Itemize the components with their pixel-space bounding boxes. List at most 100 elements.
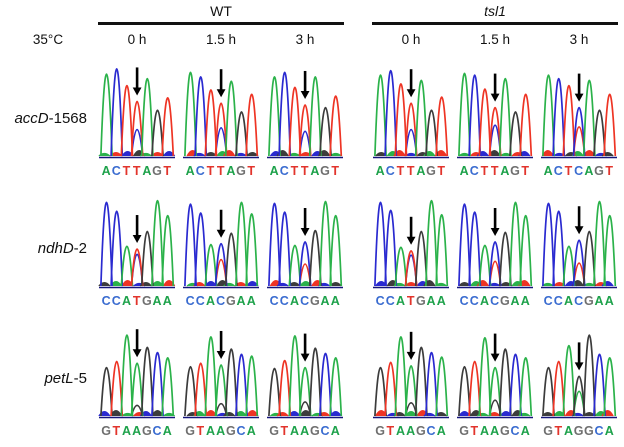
timepoint-label: 3 h <box>569 32 589 47</box>
base-letter: C <box>553 164 563 178</box>
base-letter: T <box>163 164 172 178</box>
base-letter: A <box>490 424 500 438</box>
editing-site-arrow-icon <box>216 209 226 238</box>
base-letter: A <box>162 424 172 438</box>
base-letter: A <box>510 294 520 308</box>
base-letter: T <box>490 164 499 178</box>
base-letter: T <box>216 164 225 178</box>
chromatogram-rows: accD -1568 A C T T A G T A C T T A G T A C T T A G T A C T T A G T A C T… <box>4 57 620 439</box>
base-letter: G <box>415 424 426 438</box>
editing-site-arrow-icon <box>574 73 584 102</box>
base-letter: A <box>375 164 385 178</box>
site-number: -5 <box>73 369 87 387</box>
base-letter: G <box>543 424 553 438</box>
base-letter: C <box>101 294 111 308</box>
base-letter: A <box>226 164 236 178</box>
chromatogram-trace <box>267 333 343 419</box>
base-letter: T <box>331 164 340 178</box>
temperature-label: 35°C <box>32 32 64 47</box>
group-underline <box>98 22 344 25</box>
base-letter: A <box>330 424 340 438</box>
group-header-tsl1: tsl1 <box>372 2 618 25</box>
base-letter: A <box>395 294 405 308</box>
base-letter: A <box>436 424 446 438</box>
base-letter: A <box>300 424 310 438</box>
base-letter: C <box>490 294 500 308</box>
base-letter: C <box>320 424 330 438</box>
base-letter: G <box>309 424 320 438</box>
base-letter: A <box>185 164 195 178</box>
editing-site-arrow-icon <box>490 73 500 102</box>
editing-site-arrow-icon <box>300 70 310 99</box>
gene-name: petL <box>44 369 74 387</box>
chromatogram-trace <box>457 201 533 289</box>
base-letter: C <box>152 424 162 438</box>
base-letter: A <box>604 294 614 308</box>
base-letter: C <box>279 164 289 178</box>
base-letter: A <box>479 294 489 308</box>
base-letter: G <box>152 164 162 178</box>
base-letter: T <box>564 164 573 178</box>
base-letter: G <box>499 424 510 438</box>
base-letter: T <box>386 424 395 438</box>
base-letter: T <box>280 424 289 438</box>
base-letter: C <box>195 164 205 178</box>
base-letter: T <box>406 294 415 308</box>
timepoint-label: 0 h <box>127 32 147 47</box>
chromatogram-trace <box>541 73 617 159</box>
base-letter: A <box>563 424 573 438</box>
chromatogram-trace <box>457 72 533 159</box>
base-letter: A <box>479 424 489 438</box>
chromatogram-trace <box>98 329 176 419</box>
base-letter: G <box>185 424 195 438</box>
group-title: tsl1 <box>484 3 506 19</box>
base-letter: C <box>375 294 385 308</box>
site-row-accD-1568: accD -1568 A C T T A G T A C T T A G T A C T T A G T A C T T A G T A C T… <box>4 57 620 179</box>
base-letter: G <box>320 164 330 178</box>
editing-site-arrow-icon <box>406 331 416 360</box>
base-letter: G <box>141 424 152 438</box>
gene-name: accD <box>14 109 49 127</box>
chromatogram-trace <box>183 201 259 289</box>
group-title: WT <box>210 3 232 19</box>
editing-site-arrow-icon <box>132 215 142 244</box>
gene-name: ndhD <box>37 239 74 257</box>
base-letter: A <box>426 294 436 308</box>
base-letter: T <box>290 164 299 178</box>
base-letter: T <box>196 424 205 438</box>
base-letter: A <box>246 424 256 438</box>
base-letter: A <box>320 294 330 308</box>
editing-site-arrow-icon <box>132 67 142 96</box>
base-letter: A <box>563 294 573 308</box>
base-letter: G <box>101 424 111 438</box>
base-letter: A <box>269 164 279 178</box>
base-letter: T <box>300 164 309 178</box>
site-number: -1568 <box>48 109 87 127</box>
base-letter: G <box>583 294 594 308</box>
base-letter: T <box>554 424 563 438</box>
base-letter: A <box>205 424 215 438</box>
chromatogram-trace <box>541 200 617 289</box>
base-letter: C <box>543 294 553 308</box>
base-letter: C <box>469 164 479 178</box>
base-letter: G <box>415 294 426 308</box>
base-letter: A <box>121 294 131 308</box>
base-letter: A <box>520 424 530 438</box>
base-letter: T <box>437 164 446 178</box>
timepoint-label: 1.5 h <box>205 32 237 47</box>
base-letter: A <box>152 294 162 308</box>
base-letter: A <box>121 424 131 438</box>
